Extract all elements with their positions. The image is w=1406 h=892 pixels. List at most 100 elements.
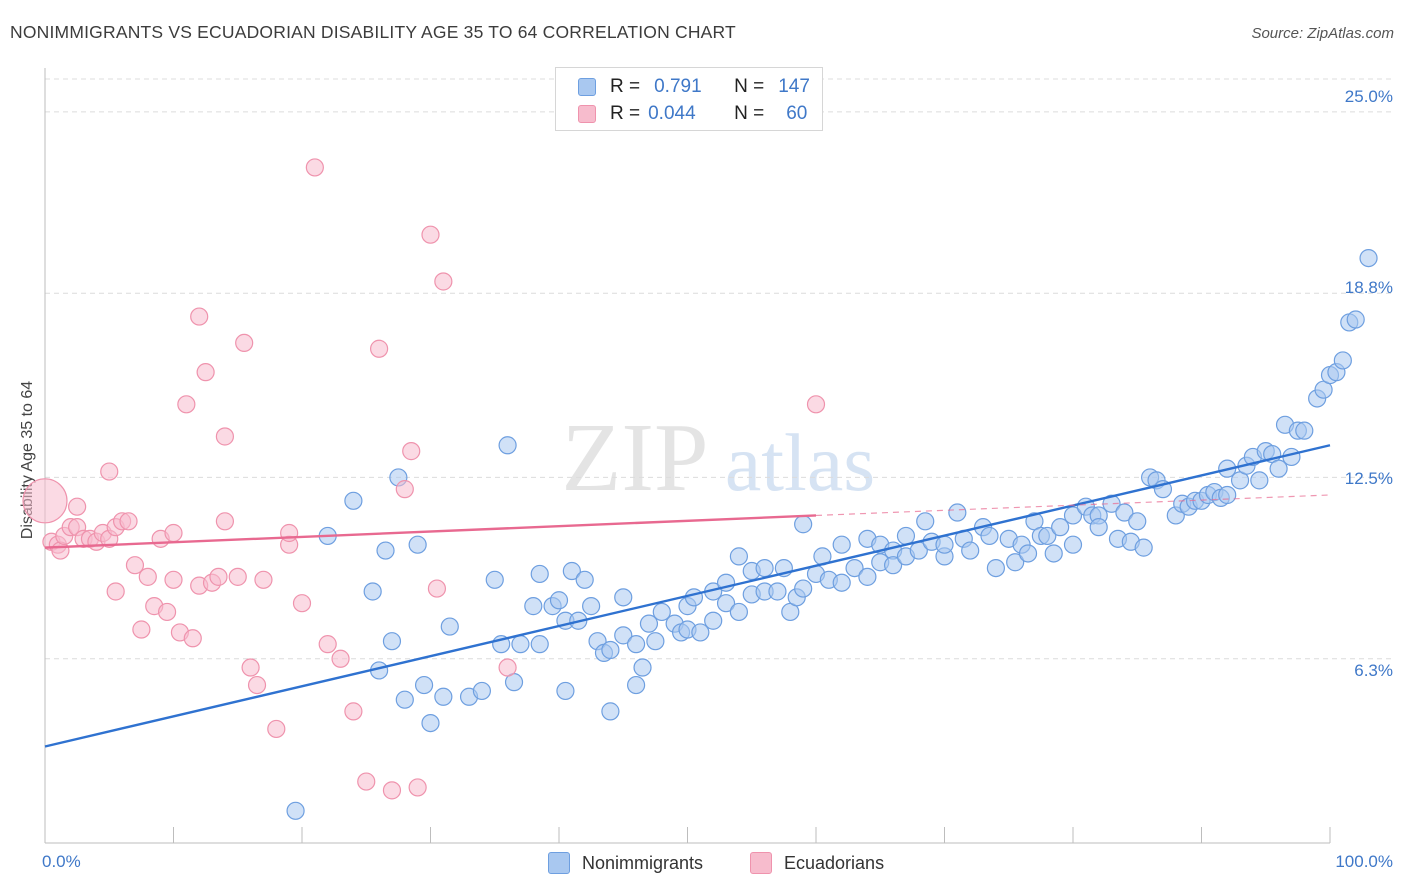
ecuadorians-point <box>370 339 389 358</box>
y-tick-label: 25.0% <box>1344 87 1393 106</box>
nonimmigrants-trend-line <box>44 444 1331 748</box>
nonimmigrants-point <box>1063 535 1083 554</box>
nonimmigrants-point <box>768 582 787 601</box>
nonimmigrants-point <box>1044 544 1063 563</box>
nonimmigrants-point <box>1018 544 1038 563</box>
nonimmigrants-point <box>652 602 671 622</box>
ecuadorians-point <box>382 781 402 800</box>
ecuadorians-point <box>138 567 157 586</box>
ecuadorians-point <box>164 570 183 589</box>
legend-label: Nonimmigrants <box>582 852 704 873</box>
nonimmigrants-point <box>639 614 659 633</box>
ecuadorians-point <box>157 602 177 622</box>
ecuadorians-point <box>215 427 234 446</box>
ecuadorians-point <box>190 307 209 326</box>
n-label: N = <box>734 76 765 97</box>
ecuadorians-point <box>434 272 453 291</box>
x-tick-label: 0.0% <box>42 852 81 871</box>
nonimmigrants-point <box>408 535 427 554</box>
nonimmigrants-point <box>646 632 665 651</box>
nonimmigrants-point <box>485 570 504 589</box>
nonimmigrants-point <box>376 541 395 560</box>
nonimmigrants-point <box>794 515 813 534</box>
nonimmigrants-point <box>601 702 620 721</box>
legend-label: Ecuadorians <box>784 852 885 873</box>
nonimmigrants-point <box>1134 538 1153 557</box>
nonimmigrants-point <box>614 588 633 607</box>
y-tick-label: 12.5% <box>1344 469 1393 488</box>
ecuadorians-point <box>228 567 247 586</box>
n-value: 147 <box>778 76 810 97</box>
nonimmigrants-point <box>382 632 402 651</box>
nonimmigrants-point <box>883 556 903 575</box>
nonimmigrants-point <box>1269 459 1288 478</box>
r-label: R = <box>610 76 641 97</box>
nonimmigrants-point <box>421 713 440 733</box>
y-tick-label: 18.8% <box>1344 278 1393 297</box>
watermark-atlas: atlas <box>725 417 875 508</box>
ecuadorians-point <box>806 395 826 414</box>
nonimmigrants-point <box>794 579 813 598</box>
nonimmigrants-point <box>729 602 749 622</box>
ecuadorians-point <box>498 658 517 677</box>
nonimmigrants-point <box>626 635 646 654</box>
ecuadorians-point <box>196 363 215 382</box>
nonimmigrants-point <box>1038 526 1057 546</box>
stats-row-nonimmigrants: R = 0.791 N = 147 <box>578 72 810 102</box>
nonimmigrants-point <box>440 617 459 636</box>
nonimmigrants-point <box>530 635 549 654</box>
ecuadorians-point <box>357 772 376 791</box>
ecuadorians-point <box>235 333 254 353</box>
nonimmigrants-point <box>832 535 851 554</box>
ecuadorians-point <box>177 395 196 414</box>
nonimmigrants-point <box>896 526 916 546</box>
chart-title: NONIMMIGRANTS VS ECUADORIAN DISABILITY A… <box>10 22 736 42</box>
nonimmigrants-point <box>729 547 749 566</box>
ecuadorians-point <box>408 778 427 797</box>
nonimmigrants-point <box>948 503 967 522</box>
nonimmigrants-point <box>935 535 954 554</box>
nonimmigrants-point <box>549 591 569 610</box>
nonimmigrants-point <box>1128 512 1147 531</box>
nonimmigrants-point <box>961 541 980 560</box>
n-value: 60 <box>786 103 808 124</box>
ecuadorians-point <box>427 579 447 598</box>
nonimmigrants-point <box>414 675 434 695</box>
ecuadorians-point <box>305 158 324 177</box>
n-label: N = <box>734 103 765 124</box>
nonimmigrants-point <box>1089 518 1108 537</box>
ecuadorians-point <box>241 658 260 677</box>
nonimmigrants-point <box>1006 553 1025 572</box>
nonimmigrants-point <box>986 558 1006 578</box>
nonimmigrants-point <box>601 640 620 660</box>
r-value: 0.791 <box>654 76 702 97</box>
r-label: R = <box>610 103 641 124</box>
legend-swatch-pink <box>750 852 772 874</box>
ecuadorians-point <box>318 635 337 654</box>
nonimmigrants-point <box>1295 421 1314 440</box>
nonimmigrants-point <box>633 658 652 677</box>
ecuadorians-point <box>100 462 119 481</box>
nonimmigrants-point <box>1115 503 1134 522</box>
nonimmigrants-point <box>755 558 774 578</box>
legend-item-ecuadorians: Ecuadorians <box>750 852 884 874</box>
nonimmigrants-point <box>916 512 935 531</box>
ecuadorians-point <box>209 567 228 586</box>
ecuadorians-point <box>183 629 202 648</box>
nonimmigrants-point <box>1218 485 1237 505</box>
ecuadorians-point <box>402 442 421 461</box>
nonimmigrants-point <box>845 558 864 578</box>
nonimmigrants-point <box>575 570 594 589</box>
ecuadorians-trend-line <box>44 514 817 549</box>
nonimmigrants-point <box>858 567 877 586</box>
nonimmigrants-point <box>1333 351 1352 370</box>
watermark-zip: ZIP <box>562 404 709 512</box>
ecuadorians-point <box>331 649 350 668</box>
nonimmigrants-point <box>511 635 530 654</box>
ecuadorians-point <box>22 478 68 524</box>
blue-swatch <box>578 78 596 96</box>
pink-swatch <box>578 105 596 123</box>
ecuadorians-point <box>119 512 138 531</box>
nonimmigrants-point <box>530 564 549 584</box>
ecuadorians-point <box>395 480 414 499</box>
